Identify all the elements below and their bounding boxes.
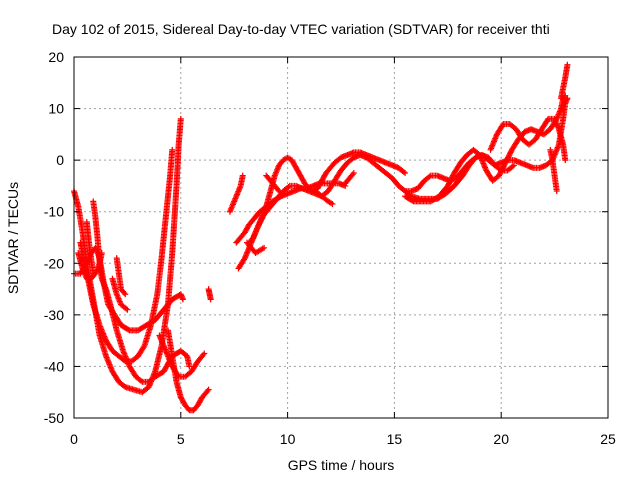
data-point-marker: [562, 157, 569, 164]
data-point-marker: [205, 386, 212, 393]
x-tick-label: 0: [70, 431, 78, 447]
tick-marks: [73, 56, 609, 419]
y-tick-label: -50: [44, 410, 64, 426]
data-point-marker: [350, 170, 357, 177]
series-arc-15: [312, 188, 336, 207]
x-tick-labels: 0 5 10 15 20 25: [70, 431, 616, 447]
x-tick-label: 10: [280, 431, 296, 447]
y-tick-label: -20: [44, 255, 64, 271]
data-point-marker: [140, 344, 147, 351]
data-point-marker: [509, 163, 516, 170]
data-point-marker: [186, 363, 193, 370]
grid-lines: [74, 57, 608, 418]
series-arc-20: [558, 61, 571, 102]
series-arc-5: [113, 255, 129, 298]
data-point-marker: [204, 387, 211, 394]
y-axis-label: SDTVAR / TECUs: [5, 182, 21, 294]
data-point-marker: [200, 351, 207, 358]
data-point-marker: [553, 188, 560, 195]
series-arc-16: [402, 95, 571, 202]
data-point-marker: [138, 377, 145, 384]
data-point-marker: [276, 188, 283, 195]
series-arc-9: [226, 172, 246, 215]
series-arc-24: [109, 275, 131, 313]
y-tick-label: -40: [44, 358, 64, 374]
data-point-marker: [207, 296, 214, 303]
series-arc-23: [83, 219, 97, 277]
series-arc-7: [164, 327, 212, 414]
data-point-marker: [169, 146, 176, 153]
series-arc-8: [205, 286, 214, 303]
data-point-marker: [241, 256, 248, 263]
y-tick-labels: -50 -40 -30 -20 -10 0 10 20: [44, 49, 64, 426]
y-tick-label: 0: [56, 152, 64, 168]
data-point-marker: [349, 171, 356, 178]
data-point-marker: [400, 169, 407, 176]
data-point-marker: [122, 291, 129, 298]
data-point-marker: [285, 183, 292, 190]
data-point-marker: [177, 115, 184, 122]
x-tick-label: 20: [493, 431, 509, 447]
data-point-marker: [409, 197, 416, 204]
series-arc-19: [547, 146, 560, 195]
data-point-marker: [90, 270, 97, 277]
data-point-marker: [123, 305, 130, 312]
y-tick-label: 10: [48, 101, 64, 117]
y-tick-label: 20: [48, 49, 64, 65]
data-point-marker: [124, 306, 131, 313]
data-point-marker: [121, 289, 128, 296]
data-layer: [71, 61, 571, 414]
series-arc-6: [156, 332, 208, 380]
data-point-marker: [564, 61, 571, 68]
series-arc-14: [263, 172, 283, 195]
data-point-marker: [426, 173, 433, 180]
y-tick-label: -30: [44, 307, 64, 323]
series-arc-21: [342, 170, 357, 187]
x-tick-label: 5: [177, 431, 185, 447]
series-arc-18: [487, 115, 569, 164]
data-point-marker: [239, 172, 246, 179]
x-axis-label: GPS time / hours: [288, 457, 395, 473]
plot-frame: [73, 56, 609, 419]
data-point-marker: [402, 170, 409, 177]
chart-title: Day 102 of 2015, Sidereal Day-to-day VTE…: [52, 21, 550, 37]
series-arc-13: [244, 239, 268, 256]
data-point-marker: [244, 239, 251, 246]
data-point-marker: [179, 296, 186, 303]
data-point-marker: [329, 200, 336, 207]
x-tick-label: 25: [600, 431, 616, 447]
data-point-marker: [245, 240, 252, 247]
x-tick-label: 15: [387, 431, 403, 447]
y-tick-label: -10: [44, 204, 64, 220]
data-point-marker: [274, 186, 281, 193]
data-point-marker: [98, 249, 105, 256]
data-point-marker: [201, 350, 208, 357]
data-point-marker: [511, 162, 518, 169]
series-arc-22: [75, 249, 105, 282]
series-arc-17: [402, 92, 569, 205]
data-point-marker: [125, 326, 132, 333]
